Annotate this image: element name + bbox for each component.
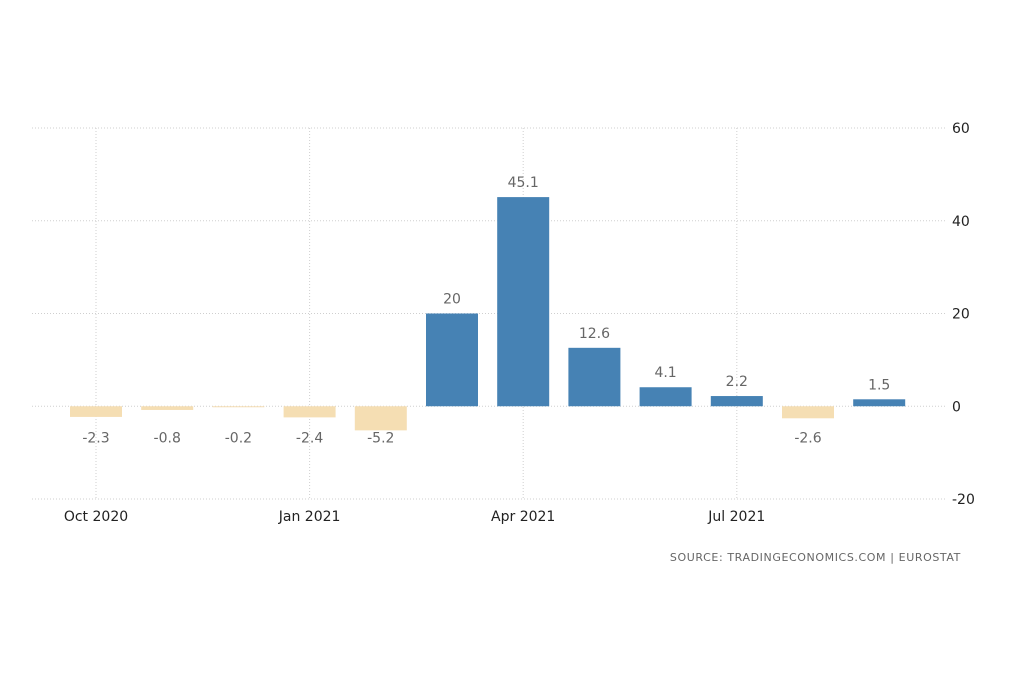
data-label: -0.8 [154,430,181,446]
source-note: SOURCE: TRADINGECONOMICS.COM | EUROSTAT [670,551,961,564]
bar [853,399,906,407]
data-label: -5.2 [367,430,394,446]
data-label: 2.2 [726,374,748,390]
bar [354,406,407,431]
data-label: -2.4 [296,430,323,446]
data-label: -0.2 [225,430,252,446]
data-label: 45.1 [508,175,539,191]
bar [568,347,621,407]
data-labels: -2.3 -0.8 -0.2 -2.4 -5.2 20 45.1 12.6 4.1 2.2 -2.6… [82,175,890,446]
data-label: 4.1 [654,365,676,381]
y-tick-label: 60 [952,121,970,137]
y-tick-label: 20 [952,307,970,323]
data-label: 20 [443,292,461,308]
x-tick-label: Jan 2021 [278,509,341,525]
bars [70,197,906,431]
bar [639,387,692,407]
y-tick-label: 0 [952,399,961,415]
x-tick-label: Apr 2021 [491,509,555,525]
bar [497,197,550,407]
y-tick-label: 40 [952,214,970,230]
bar [283,406,336,418]
data-label: -2.3 [82,430,109,446]
bar [710,396,763,407]
x-tick-label: Oct 2020 [64,509,128,525]
bar [212,406,265,408]
x-tick-label: Jul 2021 [707,509,765,525]
bar [70,406,122,417]
grid [32,127,946,500]
bar [141,406,194,410]
data-label: 1.5 [868,377,890,393]
y-tick-label: -20 [952,492,975,508]
data-label: -2.6 [794,430,821,446]
x-axis: Oct 2020 Jan 2021 Apr 2021 Jul 2021 [64,509,765,525]
data-label: 12.6 [579,326,610,342]
y-axis: 60 40 20 0 -20 [952,121,975,508]
bar [782,406,834,419]
bar [426,313,478,407]
